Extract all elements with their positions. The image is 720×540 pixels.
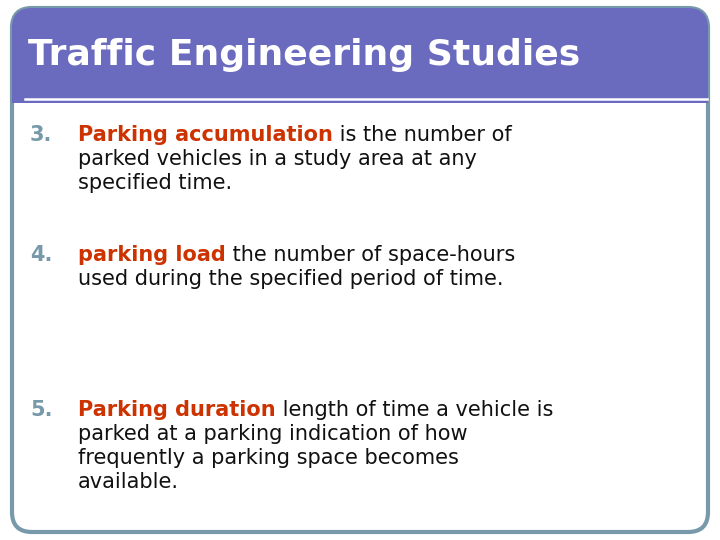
- Text: used during the specified period of time.: used during the specified period of time…: [78, 269, 503, 289]
- FancyBboxPatch shape: [12, 8, 708, 532]
- Text: is the number of: is the number of: [333, 125, 512, 145]
- FancyBboxPatch shape: [12, 8, 708, 103]
- Text: Traffic Engineering Studies: Traffic Engineering Studies: [28, 38, 580, 72]
- Text: specified time.: specified time.: [78, 173, 232, 193]
- Text: 4.: 4.: [30, 245, 53, 265]
- Text: length of time a vehicle is: length of time a vehicle is: [276, 400, 553, 420]
- Text: frequently a parking space becomes: frequently a parking space becomes: [78, 448, 459, 468]
- Text: parked vehicles in a study area at any: parked vehicles in a study area at any: [78, 149, 477, 169]
- Text: 5.: 5.: [30, 400, 53, 420]
- Text: Parking duration: Parking duration: [78, 400, 276, 420]
- Text: available.: available.: [78, 472, 179, 492]
- Text: 3.: 3.: [30, 125, 53, 145]
- Bar: [12, 83, 708, 103]
- Text: parked at a parking indication of how: parked at a parking indication of how: [78, 424, 467, 444]
- Text: the number of space-hours: the number of space-hours: [226, 245, 515, 265]
- Text: Parking accumulation: Parking accumulation: [78, 125, 333, 145]
- Text: parking load: parking load: [78, 245, 226, 265]
